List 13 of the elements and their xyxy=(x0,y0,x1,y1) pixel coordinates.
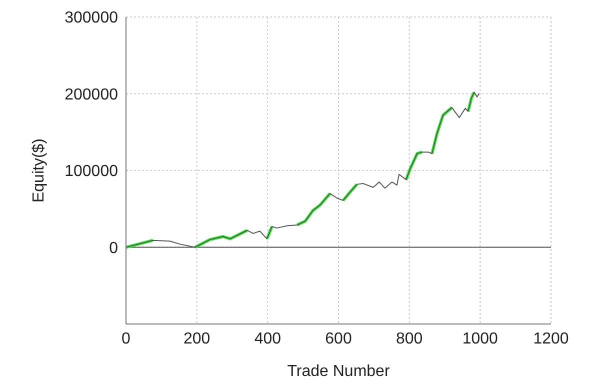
x-tick-label: 1000 xyxy=(462,330,498,348)
x-tick-label: 600 xyxy=(325,330,352,348)
y-tick-label: 200000 xyxy=(64,86,118,104)
x-tick-label: 200 xyxy=(183,330,210,348)
x-axis-title: Trade Number xyxy=(287,363,390,380)
y-axis-title: Equity($) xyxy=(30,138,48,203)
y-tick-label: 100000 xyxy=(64,163,118,180)
x-tick-label: 400 xyxy=(254,330,282,348)
y-tick-label: 300000 xyxy=(64,10,118,27)
y-tick-label: 0 xyxy=(109,240,118,257)
x-tick-label: 800 xyxy=(396,330,423,348)
x-tick-label: 1200 xyxy=(533,330,569,348)
x-tick-label: 0 xyxy=(122,330,131,348)
